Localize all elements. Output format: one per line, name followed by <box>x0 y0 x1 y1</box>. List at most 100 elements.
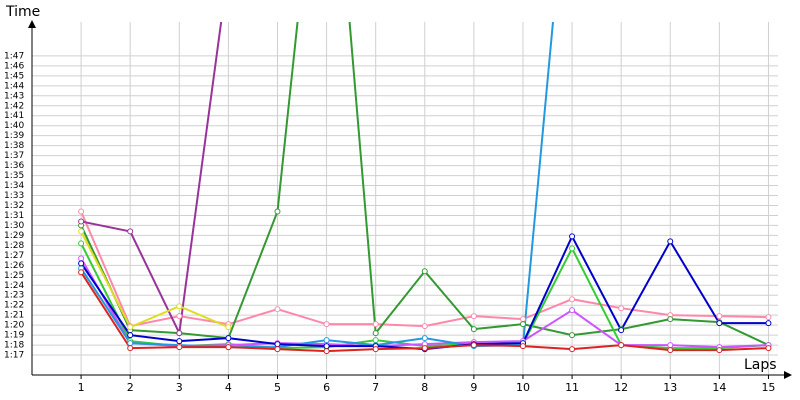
data-point <box>78 269 85 276</box>
data-point <box>372 337 379 344</box>
data-point <box>372 321 379 328</box>
data-point <box>323 348 330 355</box>
x-tick-label: 7 <box>372 381 379 394</box>
y-tick-label: 1:35 <box>4 171 24 181</box>
y-tick-label: 1:38 <box>4 141 24 151</box>
data-point <box>274 306 281 313</box>
data-point <box>127 332 134 339</box>
data-point <box>765 320 772 327</box>
x-tick-label: 15 <box>761 381 775 394</box>
data-point <box>323 343 330 350</box>
data-point <box>667 342 674 349</box>
y-tick-label: 1:47 <box>4 51 24 61</box>
data-point <box>618 305 625 312</box>
x-tick-label: 4 <box>225 381 232 394</box>
x-tick-label: 14 <box>712 381 726 394</box>
x-tick-label: 13 <box>663 381 677 394</box>
x-axis-arrow <box>784 371 792 379</box>
grid <box>32 22 778 375</box>
data-point <box>667 316 674 323</box>
y-tick-label: 1:25 <box>4 271 24 281</box>
data-point <box>274 341 281 348</box>
y-tick-label: 1:21 <box>4 311 24 321</box>
y-tick-label: 1:29 <box>4 231 24 241</box>
data-point <box>765 345 772 352</box>
y-tick-label: 1:18 <box>4 341 24 351</box>
data-point <box>667 238 674 245</box>
y-tick-label: 1:32 <box>4 201 24 211</box>
x-tick-label: 5 <box>274 381 281 394</box>
x-tick-label: 3 <box>176 381 183 394</box>
data-point <box>225 344 232 351</box>
y-tick-label: 1:46 <box>4 61 24 71</box>
plot-area <box>78 22 772 355</box>
data-point <box>569 307 576 314</box>
x-tick-label: 8 <box>421 381 428 394</box>
data-point <box>716 347 723 354</box>
data-point <box>274 346 281 353</box>
data-point <box>421 335 428 342</box>
data-point <box>78 218 85 225</box>
data-point <box>127 345 134 352</box>
data-point <box>618 342 625 349</box>
data-point <box>78 260 85 267</box>
data-point <box>519 343 526 350</box>
y-tick-label: 1:20 <box>4 321 24 331</box>
data-point <box>569 245 576 252</box>
y-tick-label: 1:36 <box>4 161 24 171</box>
data-point <box>519 321 526 328</box>
data-point <box>78 208 85 215</box>
data-point <box>176 303 183 310</box>
data-point <box>470 313 477 320</box>
series-line <box>80 230 229 329</box>
data-point <box>127 324 134 331</box>
data-point <box>127 228 134 235</box>
data-point <box>470 342 477 349</box>
y-tick-label: 1:19 <box>4 331 24 341</box>
data-point <box>421 345 428 352</box>
data-point <box>78 255 85 262</box>
data-point <box>421 268 428 275</box>
x-tick-label: 10 <box>516 381 530 394</box>
data-point <box>176 344 183 351</box>
data-point <box>765 314 772 321</box>
y-tick-label: 1:33 <box>4 191 24 201</box>
y-tick-label: 1:43 <box>4 91 24 101</box>
y-tick-label: 1:23 <box>4 291 24 301</box>
y-tick-label: 1:24 <box>4 281 24 291</box>
data-point <box>323 337 330 344</box>
data-point <box>569 233 576 240</box>
x-tick-label: 1 <box>78 381 85 394</box>
y-tick-label: 1:17 <box>4 351 24 361</box>
data-point <box>716 313 723 320</box>
x-tick-label: 11 <box>565 381 579 394</box>
data-point <box>569 346 576 353</box>
data-point <box>127 340 134 347</box>
data-point <box>470 326 477 333</box>
y-tick-label: 1:30 <box>4 221 24 231</box>
x-tick-label: 9 <box>470 381 477 394</box>
data-point <box>667 347 674 354</box>
x-tick-label: 2 <box>127 381 134 394</box>
data-point <box>78 240 85 247</box>
x-tick-label: 6 <box>323 381 330 394</box>
y-tick-label: 1:40 <box>4 121 24 131</box>
data-point <box>569 332 576 339</box>
y-tick-label: 1:31 <box>4 211 24 221</box>
data-point <box>323 321 330 328</box>
data-point <box>569 296 576 303</box>
data-point <box>225 335 232 342</box>
data-point <box>421 323 428 330</box>
y-axis-label: Time <box>5 4 40 20</box>
data-point <box>176 313 183 320</box>
y-tick-label: 1:27 <box>4 251 24 261</box>
y-tick-label: 1:26 <box>4 261 24 271</box>
y-tick-label: 1:41 <box>4 111 24 121</box>
y-tick-label: 1:22 <box>4 301 24 311</box>
data-point <box>274 208 281 215</box>
y-tick-label: 1:42 <box>4 101 24 111</box>
y-tick-label: 1:44 <box>4 81 24 91</box>
y-tick-label: 1:37 <box>4 151 24 161</box>
